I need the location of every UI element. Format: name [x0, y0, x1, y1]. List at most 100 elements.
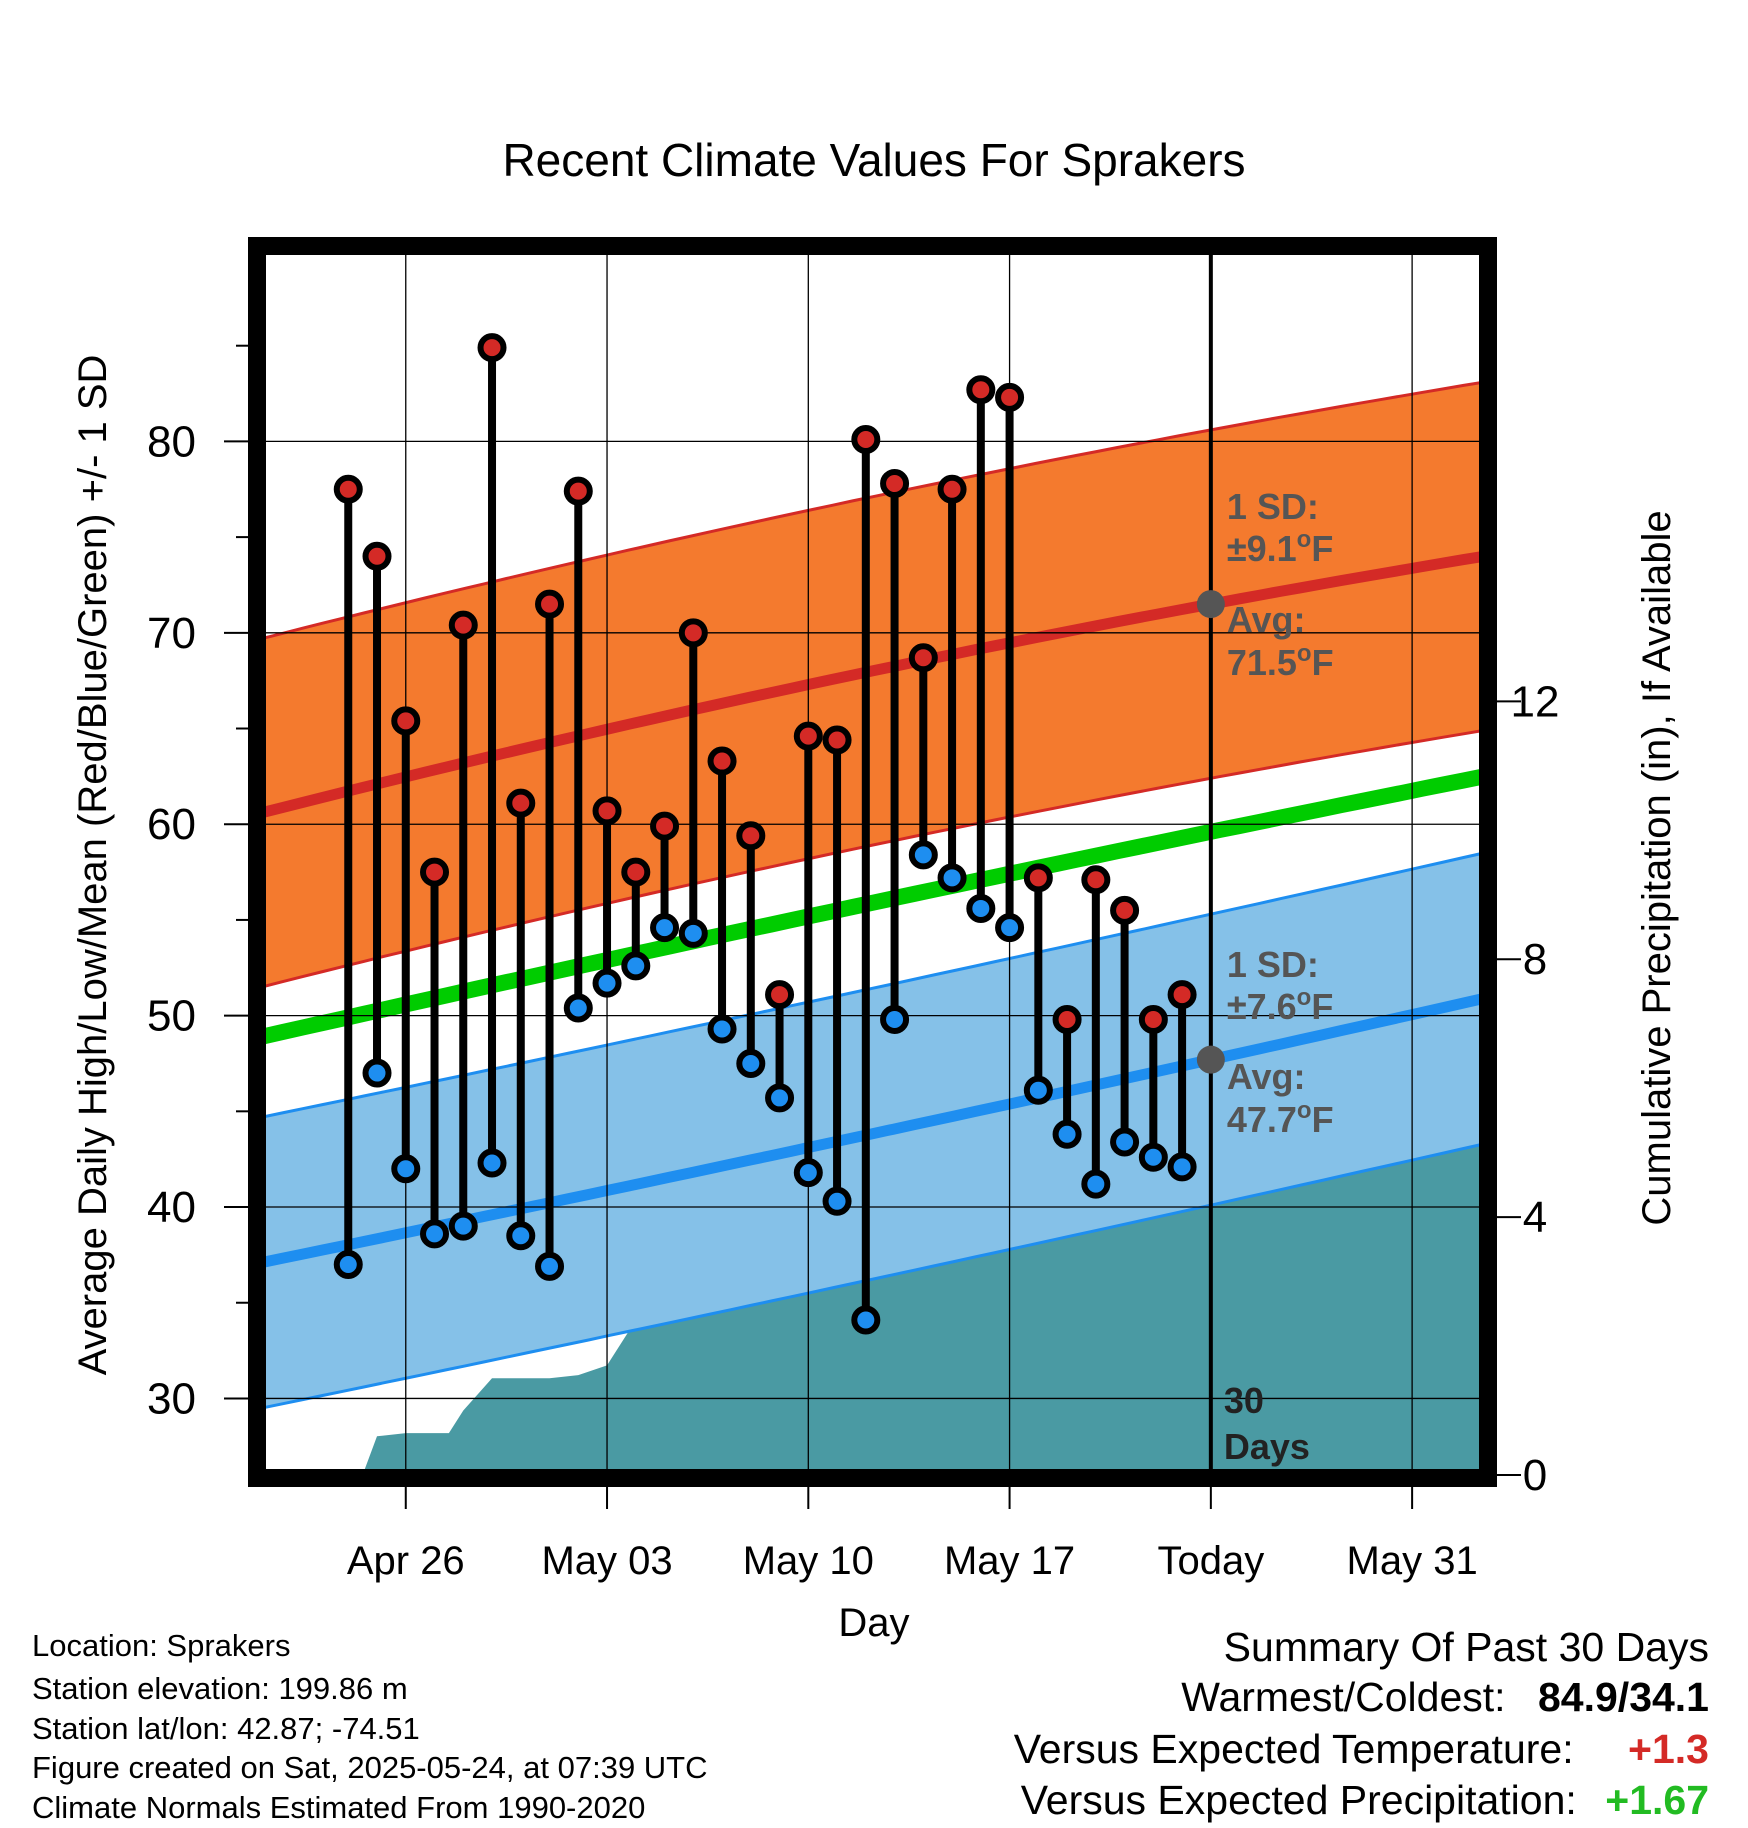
- today-high-avg-marker: [1196, 590, 1225, 619]
- y-tick-label: 40: [147, 1183, 196, 1232]
- observed-high-point: [1138, 1004, 1168, 1034]
- y-tick-label: 30: [147, 1374, 196, 1423]
- observed-low-point: [1052, 1119, 1082, 1149]
- observed-high-point: [592, 796, 622, 826]
- observed-low-point: [822, 1186, 852, 1216]
- observed-low-point: [563, 993, 593, 1023]
- high-avg-value: 71.5oF: [1227, 640, 1334, 683]
- y-tick-label: 80: [147, 417, 196, 466]
- observed-low-point: [650, 913, 680, 943]
- observed-low-point: [362, 1058, 392, 1088]
- y2-tick-label: 8: [1523, 935, 1547, 984]
- low-sd-value: ±7.6oF: [1227, 984, 1333, 1027]
- y-tick-label: 50: [147, 992, 196, 1041]
- observed-low-point: [937, 863, 967, 893]
- precipitation-departure-label: Versus Expected Precipitation:: [1020, 1777, 1577, 1823]
- x-tick-label: May 31: [1347, 1539, 1478, 1583]
- warmest-coldest-value: 84.9/34.1: [1538, 1674, 1709, 1720]
- observed-low-point: [851, 1305, 881, 1335]
- observed-low-point: [1023, 1075, 1053, 1105]
- x-tick-label: May 03: [541, 1539, 672, 1583]
- x-axis-title: Day: [838, 1601, 909, 1645]
- observed-high-point: [650, 811, 680, 841]
- high-sd-band: [262, 380, 1484, 989]
- observed-high-point: [995, 382, 1025, 412]
- y-axis-title: Average Daily High/Low/Mean (Red/Blue/Gr…: [71, 355, 115, 1376]
- observed-high-point: [391, 706, 421, 736]
- observed-high-point: [736, 821, 766, 851]
- y-tick-label: 60: [147, 800, 196, 849]
- y2-axis-title: Cumulative Precipitation (in), If Availa…: [1635, 510, 1679, 1225]
- observed-high-point: [966, 375, 996, 405]
- y2-tick-label: 12: [1511, 677, 1560, 726]
- chart-title: Recent Climate Values For Sprakers: [502, 134, 1245, 186]
- observed-high-point: [1023, 863, 1053, 893]
- summary-heading: Summary Of Past 30 Days: [1224, 1624, 1709, 1671]
- observed-high-point: [506, 788, 536, 818]
- y-tick-label: 70: [147, 609, 196, 658]
- window-days-number: 30: [1224, 1380, 1264, 1421]
- x-tick-label: May 10: [743, 1539, 874, 1583]
- observed-low-point: [995, 913, 1025, 943]
- observed-low-point: [1167, 1152, 1197, 1182]
- low-sd-label: 1 SD:: [1227, 944, 1319, 985]
- observed-high-point: [937, 474, 967, 504]
- observed-high-point: [563, 476, 593, 506]
- climate-normals-period: Climate Normals Estimated From 1990-2020: [32, 1790, 646, 1825]
- observed-low-point: [506, 1221, 536, 1251]
- y2-tick-label: 4: [1523, 1193, 1547, 1242]
- observed-low-point: [765, 1083, 795, 1113]
- observed-high-point: [793, 721, 823, 751]
- x-tick-label: May 17: [944, 1539, 1075, 1583]
- station-location: Location: Sprakers: [32, 1628, 291, 1663]
- precipitation-departure-value: +1.67: [1605, 1777, 1709, 1823]
- observed-high-point: [535, 589, 565, 619]
- observed-high-point: [851, 424, 881, 454]
- observed-high-point: [420, 857, 450, 887]
- observed-low-point: [736, 1048, 766, 1078]
- observed-high-point: [1110, 895, 1140, 925]
- precipitation-departure-row: Versus Expected Precipitation: +1.67: [1021, 1777, 1709, 1824]
- observed-low-point: [592, 968, 622, 998]
- today-low-avg-marker: [1196, 1045, 1225, 1074]
- observed-high-point: [908, 643, 938, 673]
- observed-low-point: [477, 1148, 507, 1178]
- observed-high-point: [1081, 865, 1111, 895]
- x-tick-label: Apr 26: [347, 1539, 465, 1583]
- observed-low-point: [1110, 1127, 1140, 1157]
- summary-panel: Summary Of Past 30 Days Warmest/Coldest:…: [748, 0, 1748, 1828]
- observed-low-point: [678, 918, 708, 948]
- station-elevation: Station elevation: 199.86 m: [32, 1671, 408, 1706]
- observed-high-point: [362, 541, 392, 571]
- observed-low-point: [391, 1154, 421, 1184]
- low-avg-label: Avg:: [1227, 1056, 1306, 1097]
- observed-high-point: [333, 474, 363, 504]
- station-latlon: Station lat/lon: 42.87; -74.51: [32, 1711, 420, 1746]
- observed-low-point: [535, 1251, 565, 1281]
- observed-high-point: [707, 746, 737, 776]
- high-avg-label: Avg:: [1227, 599, 1306, 640]
- observed-low-point: [908, 840, 938, 870]
- plot-frame: [248, 237, 1497, 1487]
- observed-low-point: [333, 1249, 363, 1279]
- observed-low-point: [966, 893, 996, 923]
- observed-low-point: [1081, 1169, 1111, 1199]
- observed-high-point: [621, 857, 651, 887]
- warmest-coldest-label: Warmest/Coldest:: [1181, 1674, 1506, 1720]
- temperature-departure-row: Versus Expected Temperature: +1.3: [1014, 1726, 1709, 1773]
- high-sd-label: 1 SD:: [1227, 486, 1319, 527]
- observed-low-point: [621, 951, 651, 981]
- observed-high-point: [822, 725, 852, 755]
- observed-high-point: [448, 610, 478, 640]
- observed-high-point: [1052, 1004, 1082, 1034]
- observed-high-point: [1167, 980, 1197, 1010]
- x-tick-label: Today: [1157, 1539, 1264, 1583]
- temperature-departure-label: Versus Expected Temperature:: [1013, 1726, 1574, 1772]
- window-days-label: Days: [1224, 1426, 1310, 1467]
- observed-low-point: [793, 1158, 823, 1188]
- observed-low-point: [420, 1219, 450, 1249]
- observed-high-point: [765, 980, 795, 1010]
- figure-created: Figure created on Sat, 2025-05-24, at 07…: [32, 1750, 708, 1785]
